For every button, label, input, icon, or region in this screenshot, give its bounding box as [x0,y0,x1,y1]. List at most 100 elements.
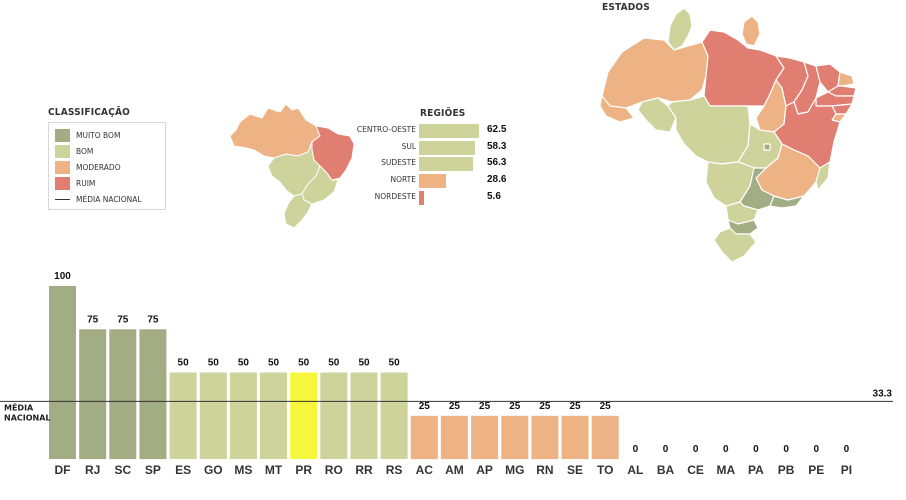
bar-value-label: 50 [298,358,310,369]
region-value: 56.3 [487,157,507,168]
map-region-sudeste [301,165,339,205]
bar-value-label: 75 [117,314,129,325]
bar-value-label: 75 [87,314,99,325]
legend-item-muito-bom: MUITO BOM [55,129,120,142]
legend-item-media-nacional: MÉDIA NACIONAL [55,193,142,206]
region-label: NORDESTE [374,192,416,201]
x-tick-label: SC [114,463,131,477]
estados-map-title: ESTADOS [602,2,650,13]
legend-swatch-ruim [55,177,70,190]
bar-value-label: 25 [449,401,461,412]
region-value: 58.3 [487,141,507,152]
map-state-rr [667,7,693,51]
bar-value-label: 50 [178,358,190,369]
legend-swatch-moderado [55,161,70,174]
bar-go [199,372,227,459]
bar-df [49,286,76,459]
x-tick-label: PA [748,463,764,477]
states-map [599,7,857,263]
bar-es [169,372,197,459]
map-state-ac [599,95,635,123]
bar-rj [79,329,107,460]
bar-value-label: 0 [633,444,639,455]
x-tick-label: PR [295,463,312,477]
region-value: 62.5 [487,124,507,135]
x-tick-label: AP [476,463,493,477]
classification-legend: MUITO BOM BOM MODERADO RUIM MÉDIA NACION… [48,122,166,210]
national-average-label: MÉDIA [4,401,34,412]
x-tick-label: SE [567,463,583,477]
region-bar [419,124,479,138]
x-tick-label: MA [716,463,735,477]
bar-ro [320,372,348,459]
legend-label: MUITO BOM [76,131,121,140]
map-state-rj [769,195,805,209]
x-tick-label: RJ [85,463,100,477]
legend-label: BOM [76,147,94,156]
map-state-ap [741,15,761,47]
bar-pr [290,372,318,459]
region-bar [419,141,475,155]
map-state-es [815,161,831,191]
bar-value-label: 50 [208,358,220,369]
bar-am [440,415,468,460]
x-tick-label: DF [55,463,71,477]
region-row-nordeste: NORDESTE 5.6 [340,191,540,205]
bar-se [561,415,589,460]
bar-value-label: 0 [693,444,699,455]
national-average-value: 33.3 [873,388,893,399]
x-tick-label: CE [687,463,704,477]
x-tick-label: RO [325,463,343,477]
bar-value-label: 0 [844,444,850,455]
x-tick-label: PB [778,463,795,477]
bar-value-label: 50 [238,358,250,369]
legend-label: RUIM [76,179,96,188]
map-state-rn [837,71,855,87]
bar-mt [260,372,287,459]
regions-map [229,103,355,229]
x-tick-label: RR [355,463,373,477]
bar-value-label: 25 [479,401,491,412]
legend-item-ruim: RUIM [55,177,95,190]
region-bar [419,191,425,205]
x-tick-label: MS [234,463,252,477]
x-tick-label: PE [808,463,824,477]
map-state-ro [637,97,677,133]
x-tick-label: TO [597,463,613,477]
region-row-norte: NORTE 28.6 [340,174,540,188]
region-label: NORTE [390,175,417,184]
map-region-sul [283,193,313,229]
legend-line-media-nacional [55,199,70,200]
bar-ms [229,372,257,459]
national-average-label: NACIONAL [4,413,51,422]
bar-to [591,415,619,460]
legend-swatch-muito-bom [55,129,70,142]
bar-value-label: 50 [268,358,280,369]
bar-value-label: 25 [509,401,521,412]
bar-ac [410,415,438,460]
region-row-sudeste: SUDESTE 56.3 [340,157,540,171]
legend-item-moderado: MODERADO [55,161,121,174]
bar-rr [350,372,378,459]
bar-value-label: 50 [328,358,340,369]
region-label: SUDESTE [381,158,416,167]
x-tick-label: SP [145,463,161,477]
x-tick-label: MG [505,463,524,477]
bar-mg [501,415,529,460]
bar-ap [471,415,499,460]
x-tick-label: RS [386,463,403,477]
legend-label: MODERADO [76,163,121,172]
region-value: 5.6 [487,191,501,202]
region-label: SUL [401,142,416,151]
legend-item-bom: BOM [55,145,93,158]
bar-value-label: 0 [663,444,669,455]
x-tick-label: PI [841,463,852,477]
bar-sc [109,329,137,460]
bar-value-label: 0 [814,444,820,455]
bar-value-label: 0 [723,444,729,455]
x-tick-label: RN [536,463,553,477]
x-tick-label: GO [204,463,223,477]
bar-value-label: 25 [419,401,431,412]
x-tick-label: AM [445,463,464,477]
